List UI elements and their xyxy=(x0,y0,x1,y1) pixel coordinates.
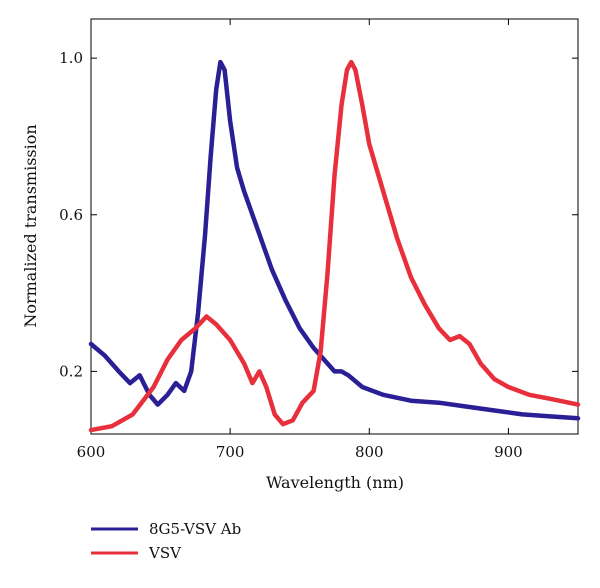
legend-label-8g5: 8G5-VSV Ab xyxy=(149,520,241,538)
y-axis: 0.2 0.6 1.0 xyxy=(59,49,578,380)
x-axis-title: Wavelength (nm) xyxy=(266,473,404,492)
x-tick-label: 600 xyxy=(77,443,106,461)
series-line-8g5-vsv-ab xyxy=(88,59,581,421)
x-axis: 600 700 800 900 xyxy=(77,19,523,461)
legend-label-vsv: VSV xyxy=(148,544,182,562)
y-axis-title: Normalized transmission xyxy=(21,124,40,327)
x-tick-label: 700 xyxy=(216,443,245,461)
series-lines xyxy=(88,59,581,433)
plot-frame xyxy=(90,18,579,435)
series-line-vsv xyxy=(88,59,581,433)
x-tick-label: 900 xyxy=(494,443,523,461)
y-tick-label: 0.2 xyxy=(59,362,83,380)
y-tick-label: 1.0 xyxy=(59,49,83,67)
y-tick-label: 0.6 xyxy=(59,206,83,224)
x-tick-label: 800 xyxy=(355,443,384,461)
legend: 8G5-VSV Ab VSV xyxy=(91,520,241,562)
